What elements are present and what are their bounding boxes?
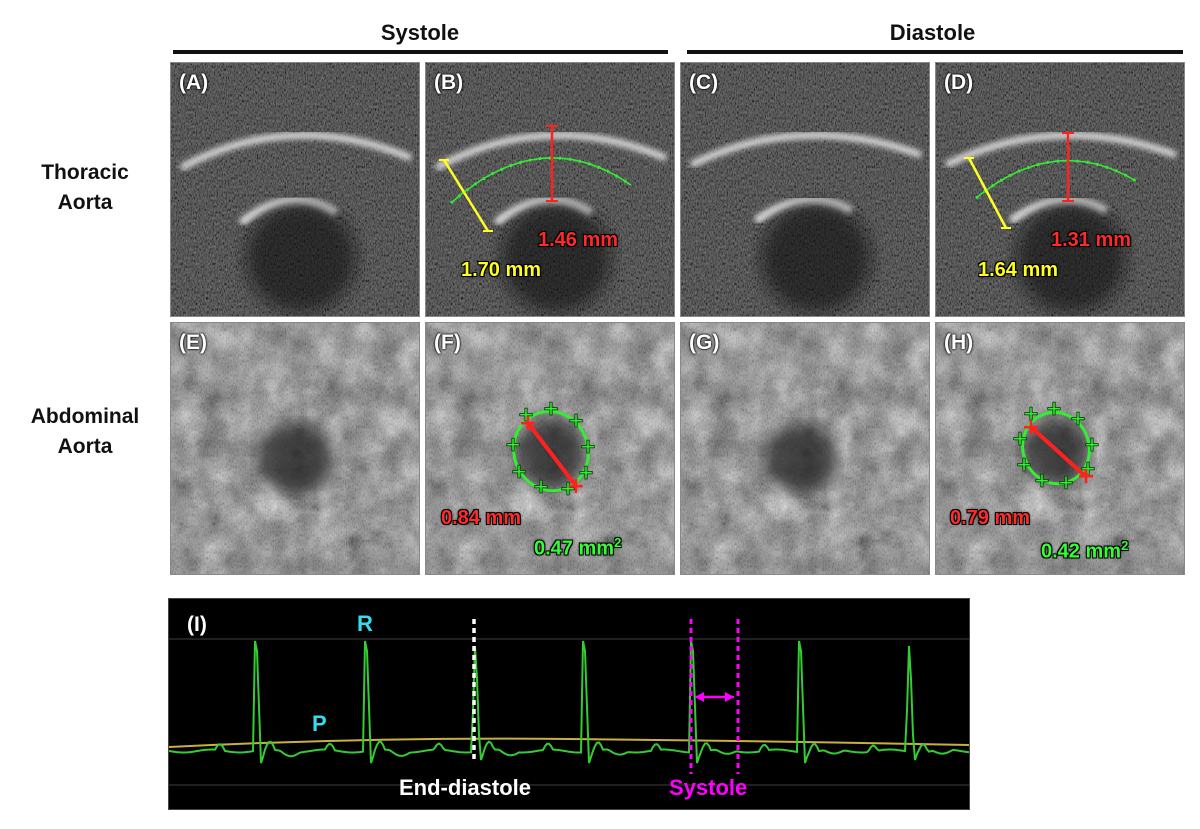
ultrasound-panel-c: (C)	[680, 62, 930, 317]
systole-label: Systole	[669, 775, 748, 800]
row-label-abdominal-aorta: Abdominal Aorta	[15, 402, 155, 462]
thoracic-ultrasound-image	[171, 63, 419, 316]
svg-text:+: +	[1012, 426, 1029, 450]
svg-text:+: +	[1034, 468, 1051, 492]
ecg-panel: (I) R P End-diastole Systole	[168, 598, 970, 810]
svg-text:+: +	[1023, 401, 1040, 425]
ultrasound-panel-f: + + + + + + + + + + + (F) 0.84 mm 0.47 mm2	[425, 322, 675, 575]
svg-text:+: +	[567, 474, 585, 499]
svg-text:+: +	[543, 396, 560, 420]
ecg-respiration-baseline	[168, 737, 970, 748]
abdominal-diastole-area-measurement: 0.42 mm2	[1041, 538, 1128, 564]
svg-text:+: +	[1022, 415, 1040, 440]
svg-text:+: +	[1070, 406, 1087, 430]
thoracic-ultrasound-image-diastole	[681, 63, 929, 316]
row-label-abdominal-line2: Aorta	[57, 435, 113, 458]
panel-label-i: (I)	[187, 613, 207, 636]
thoracic-diastole-diameter-measurement: 1.64 mm	[978, 259, 1059, 281]
svg-text:+: +	[533, 474, 550, 498]
abdominal-ultrasound-image-diastole	[681, 323, 929, 574]
panel-label-b: (B)	[434, 71, 464, 94]
panel-label-e: (E)	[179, 331, 207, 354]
systole-arrow-left-head	[695, 692, 704, 702]
thoracic-systole-diameter-measurement: 1.70 mm	[461, 259, 542, 281]
abdominal-systole-area-value: 0.47 mm	[534, 537, 615, 560]
svg-text:+: +	[1058, 470, 1075, 494]
abdominal-systole-area-measurement: 0.47 mm2	[534, 535, 621, 561]
ultrasound-panel-e: (E)	[170, 322, 420, 575]
svg-text:+: +	[580, 434, 597, 458]
header-systole-underline	[173, 50, 668, 54]
thoracic-systole-wall-measurement: 1.46 mm	[538, 229, 619, 251]
svg-text:+: +	[518, 402, 535, 426]
systole-arrow-right-head	[725, 692, 734, 702]
abdominal-ultrasound-image-measured: + + + +++ +++ ++	[426, 323, 674, 574]
panel-label-h: (H)	[944, 331, 974, 354]
panel-label-a: (A)	[179, 71, 209, 94]
end-diastole-label: End-diastole	[399, 775, 532, 800]
svg-text:+: +	[568, 408, 585, 432]
thoracic-ultrasound-image-diastole-measured	[936, 63, 1184, 316]
ultrasound-panel-h: + + + + + + + + + + + (H) 0.79 mm 0.42 mm2	[935, 322, 1185, 575]
thoracic-diastole-wall-measurement: 1.31 mm	[1051, 229, 1132, 251]
ecg-waveform	[168, 640, 970, 764]
ecg-trace-plot	[168, 619, 970, 786]
panel-label-f: (F)	[434, 331, 461, 354]
row-label-thoracic-line2: Aorta	[57, 191, 113, 214]
abdominal-ultrasound-image-diastole-measured: + + + +++ +++ ++	[936, 323, 1184, 574]
abdominal-systole-area-exponent: 2	[614, 535, 622, 550]
svg-text:+: +	[1077, 464, 1095, 489]
row-label-abdominal-line1: Abdominal	[30, 405, 140, 428]
ultrasound-panel-d: (D) 1.31 mm 1.64 mm	[935, 62, 1185, 317]
header-systole: Systole	[380, 20, 460, 45]
panel-label-c: (C)	[689, 71, 719, 94]
ecg-r-wave-label: R	[357, 611, 373, 636]
abdominal-diastole-area-value: 0.42 mm	[1041, 540, 1122, 563]
svg-text:+: +	[505, 432, 522, 456]
ultrasound-panel-b: (B) 1.46 mm 1.70 mm	[425, 62, 675, 317]
ecg-p-wave-label: P	[312, 711, 327, 736]
abdominal-diastole-diameter-measurement: 0.79 mm	[950, 507, 1031, 529]
ultrasound-panel-g: (G)	[680, 322, 930, 575]
svg-text:+: +	[578, 460, 595, 484]
svg-text:+: +	[1016, 452, 1033, 476]
header-diastole: Diastole	[889, 20, 976, 45]
header-diastole-underline	[687, 50, 1183, 54]
row-label-thoracic-line1: Thoracic	[41, 161, 129, 184]
svg-text:+: +	[511, 459, 528, 483]
panel-label-g: (G)	[689, 331, 720, 354]
svg-text:+: +	[1046, 396, 1063, 420]
abdominal-ultrasound-image	[171, 323, 419, 574]
abdominal-diastole-area-exponent: 2	[1121, 538, 1129, 553]
abdominal-systole-diameter-measurement: 0.84 mm	[441, 507, 522, 529]
panel-label-d: (D)	[944, 71, 974, 94]
svg-text:+: +	[519, 411, 537, 436]
thoracic-ultrasound-image-measured	[426, 63, 674, 316]
ultrasound-panel-a: (A)	[170, 62, 420, 317]
row-label-thoracic-aorta: Thoracic Aorta	[20, 158, 150, 218]
svg-text:+: +	[1084, 432, 1101, 456]
